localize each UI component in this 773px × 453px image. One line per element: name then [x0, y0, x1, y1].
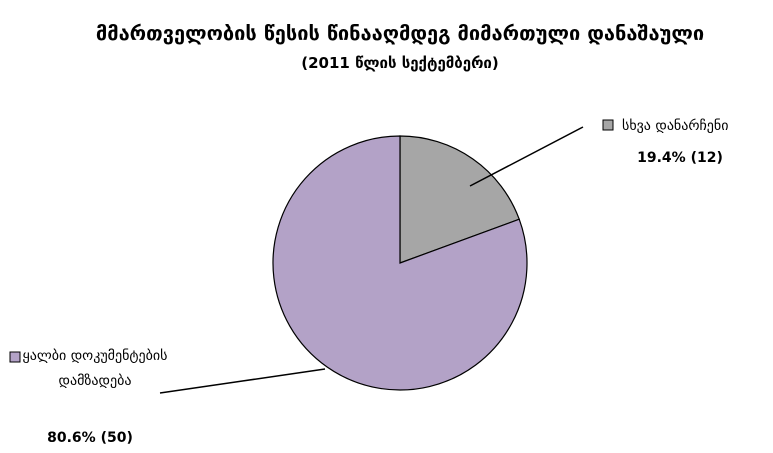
leader-line — [469, 126, 584, 187]
slice-label: სხვა დანარჩენი — [622, 117, 728, 134]
pie — [272, 135, 528, 391]
slice-label: ყალბი დოკუმენტების დამზადება — [22, 348, 168, 389]
legend-swatch — [9, 351, 21, 363]
pie-slice — [399, 135, 520, 264]
chart-title: მმართველობის წესის წინააღმდეგ მიმართული … — [96, 21, 704, 45]
chart-subtitle: (2011 წლის სექტემბერი) — [301, 54, 498, 72]
legend-swatch — [602, 119, 614, 131]
leader-line — [159, 368, 326, 394]
value-label: 19.4% (12) — [637, 150, 723, 166]
pie-slice — [272, 135, 528, 391]
value-label: 80.6% (50) — [47, 430, 133, 446]
